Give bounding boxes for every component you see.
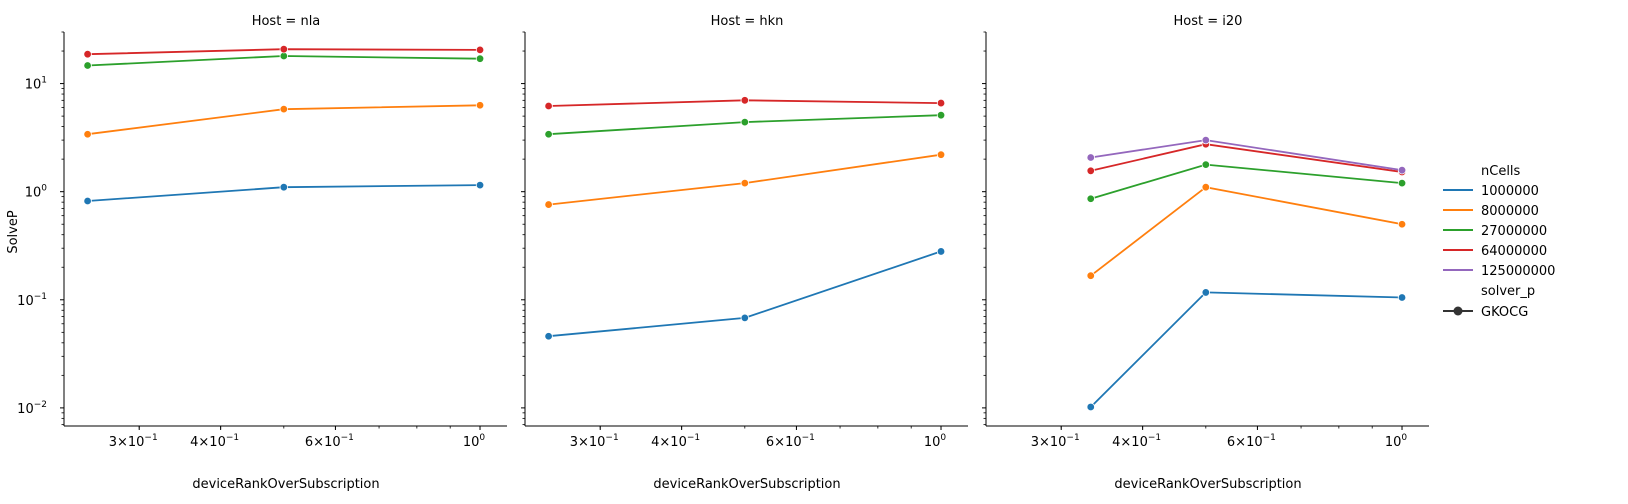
data-point xyxy=(475,180,485,190)
data-point xyxy=(1397,166,1407,175)
panel-plot-area: 3×10−1 4×10−1 6×10−1 100 xyxy=(982,31,1429,450)
x-tick-label: 4×10−1 xyxy=(651,433,700,450)
data-point xyxy=(1201,288,1211,297)
x-tick-label: 100 xyxy=(463,433,486,450)
panel-plot-area: 3×10−1 4×10−1 6×10−1 100 xyxy=(521,31,968,450)
legend-label: 125000000 xyxy=(1481,264,1555,279)
legend-style-title: solver_p xyxy=(1481,284,1535,299)
data-point xyxy=(475,54,485,63)
x-tick-label: 4×10−1 xyxy=(1112,433,1161,450)
data-point xyxy=(1086,402,1095,412)
data-point xyxy=(279,183,289,192)
x-tick-label: 3×10−1 xyxy=(1031,433,1080,450)
data-point xyxy=(1201,160,1211,169)
x-axis-label: deviceRankOverSubscription xyxy=(653,477,840,492)
x-tick-label: 3×10−1 xyxy=(570,433,619,450)
legend: nCells 1000000 8000000 27000000 64000000 125… xyxy=(1443,164,1555,320)
data-point xyxy=(83,196,92,206)
legend-label: 64000000 xyxy=(1481,244,1547,259)
legend-title: nCells xyxy=(1481,164,1521,179)
data-point xyxy=(1397,178,1407,188)
data-point xyxy=(740,117,750,127)
data-point xyxy=(1086,194,1095,203)
y-tick-label: 10−1 xyxy=(17,292,47,309)
x-tick-label: 6×10−1 xyxy=(305,433,354,450)
panel-title: Host = nla xyxy=(252,14,321,29)
legend-label: 1000000 xyxy=(1481,184,1539,199)
panel-hkn: Host = hkn 3×10−1 4×10−1 6×10−1 100 deviceR… xyxy=(521,14,968,492)
panel-title: Host = i20 xyxy=(1174,14,1243,29)
data-point xyxy=(279,104,289,114)
series-line xyxy=(548,250,942,338)
data-point xyxy=(1397,293,1407,302)
panel-nla: Host = nla 10−2 10−1 100 101 3×10−1 4×10−1 6×1… xyxy=(17,14,507,492)
x-axis-label: deviceRankOverSubscription xyxy=(1114,477,1301,492)
data-point xyxy=(740,313,750,323)
data-point xyxy=(544,101,553,111)
legend-label: 8000000 xyxy=(1481,204,1539,219)
data-point xyxy=(83,130,92,139)
data-point xyxy=(936,247,946,256)
data-point xyxy=(1086,153,1095,162)
x-tick-label: 3×10−1 xyxy=(109,433,158,450)
data-point xyxy=(1201,183,1211,192)
series-line xyxy=(1090,163,1403,200)
data-point xyxy=(936,150,946,159)
x-tick-label: 100 xyxy=(1385,433,1408,450)
x-tick-label: 6×10−1 xyxy=(766,433,815,450)
data-point xyxy=(1086,271,1095,280)
data-point xyxy=(544,332,553,341)
y-tick-label: 100 xyxy=(25,184,48,201)
data-point xyxy=(544,200,553,209)
panel-title: Host = hkn xyxy=(711,14,784,29)
data-point xyxy=(1397,220,1407,229)
x-tick-label: 100 xyxy=(924,433,947,450)
y-tick-label: 10−2 xyxy=(17,400,47,417)
series-line xyxy=(1090,186,1403,277)
legend-entries: 1000000 8000000 27000000 64000000 125000000 xyxy=(1443,184,1555,279)
data-point xyxy=(475,101,485,110)
y-axis-label: SolveP xyxy=(6,210,21,254)
data-point xyxy=(740,96,750,105)
data-point xyxy=(740,178,750,188)
data-point xyxy=(936,98,946,108)
data-point xyxy=(936,110,946,120)
panel-plot-area: 10−2 10−1 100 101 3×10−1 4×10−1 6×10−1 100 xyxy=(17,31,507,450)
data-point xyxy=(83,61,92,70)
series-line xyxy=(1090,291,1403,408)
data-point xyxy=(83,49,92,59)
data-point xyxy=(1201,135,1211,145)
x-tick-label: 6×10−1 xyxy=(1227,433,1276,450)
legend-style-marker-dot xyxy=(1453,306,1463,316)
y-tick-label: 101 xyxy=(25,76,47,93)
x-axis-label: deviceRankOverSubscription xyxy=(192,477,379,492)
panel-i20: Host = i20 3×10−1 4×10−1 6×10−1 100 deviceR… xyxy=(982,14,1429,492)
data-point xyxy=(544,130,553,139)
x-tick-label: 4×10−1 xyxy=(190,433,239,450)
data-point xyxy=(475,45,485,55)
data-point xyxy=(1086,166,1095,176)
data-point xyxy=(279,44,289,54)
legend-label: 27000000 xyxy=(1481,224,1547,239)
legend-style-label: GKOCG xyxy=(1481,305,1528,320)
